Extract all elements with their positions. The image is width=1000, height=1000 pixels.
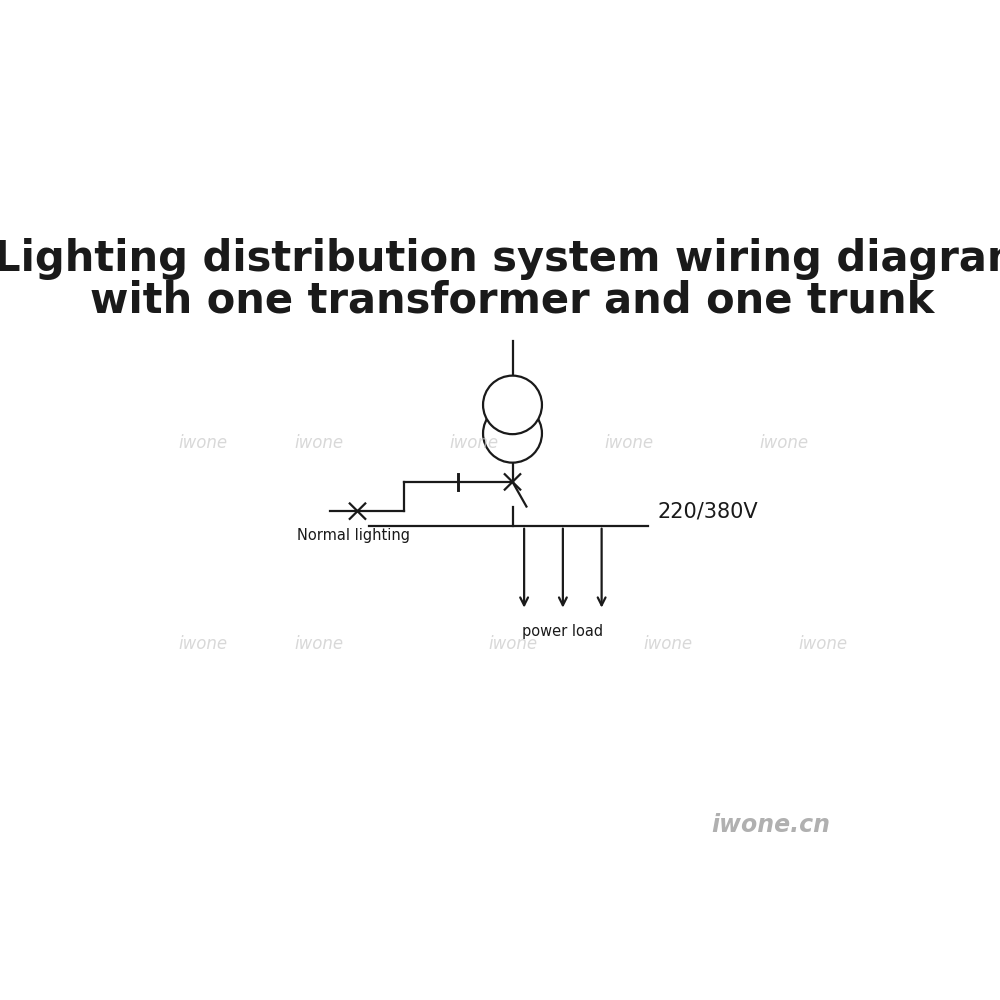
Text: iwone: iwone [798,635,847,653]
Text: with one transformer and one trunk: with one transformer and one trunk [90,280,935,322]
Circle shape [483,404,542,463]
Text: iwone: iwone [604,434,653,452]
Text: iwone: iwone [178,635,227,653]
Text: iwone: iwone [294,635,343,653]
Circle shape [483,376,542,434]
Text: iwone: iwone [488,635,537,653]
Text: iwone.cn: iwone.cn [711,813,830,837]
Text: iwone: iwone [294,434,343,452]
Text: Normal lighting: Normal lighting [297,528,410,543]
Text: iwone: iwone [178,434,227,452]
Text: Lighting distribution system wiring diagram: Lighting distribution system wiring diag… [0,238,1000,280]
Text: iwone: iwone [643,635,692,653]
Text: iwone: iwone [449,434,498,452]
Text: iwone: iwone [759,434,808,452]
Text: 220/380V: 220/380V [657,502,758,522]
Text: power load: power load [522,624,603,639]
